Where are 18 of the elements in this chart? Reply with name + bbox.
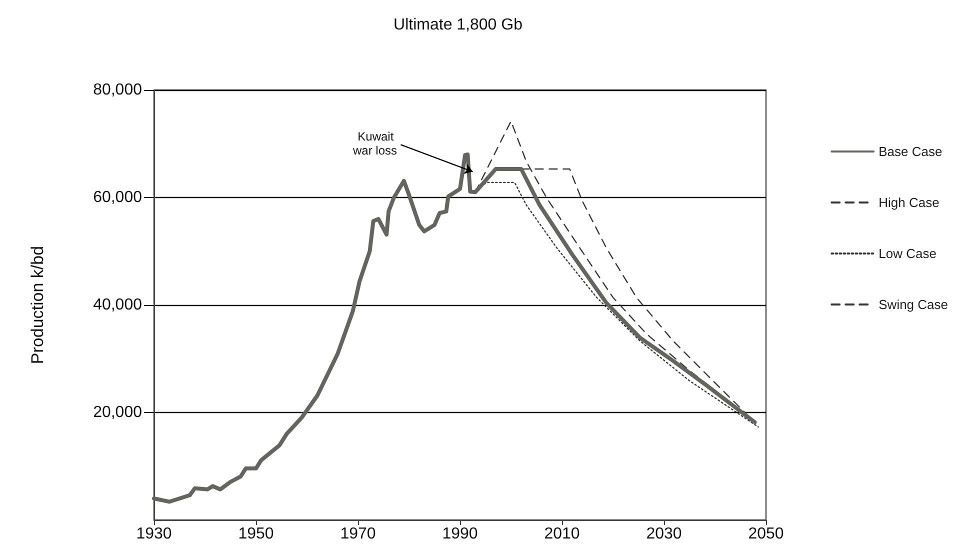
legend-label: Low Case [878,246,936,261]
legend-label: High Case [878,195,940,210]
x-tick-label: 2050 [748,526,784,542]
y-axis-title: Production k/bd [28,246,47,364]
legend-label: Base Case [878,144,942,159]
x-tick-label: 2030 [646,526,682,542]
x-tick-label: 2010 [544,526,580,542]
x-tick-label: 1950 [238,526,274,542]
x-tick-label: 1990 [442,526,478,542]
legend-label: Swing Case [878,297,948,312]
chart-title: Ultimate 1,800 Gb [394,16,523,34]
y-tick-label: 80,000 [93,82,142,98]
x-tick-label: 1970 [340,526,376,542]
y-tick-label: 60,000 [93,189,142,206]
x-tick-label: 1930 [136,526,172,542]
y-tick-label: 20,000 [93,404,142,421]
annotation: Kuwait war loss [352,129,398,158]
y-tick-label: 40,000 [93,296,142,314]
